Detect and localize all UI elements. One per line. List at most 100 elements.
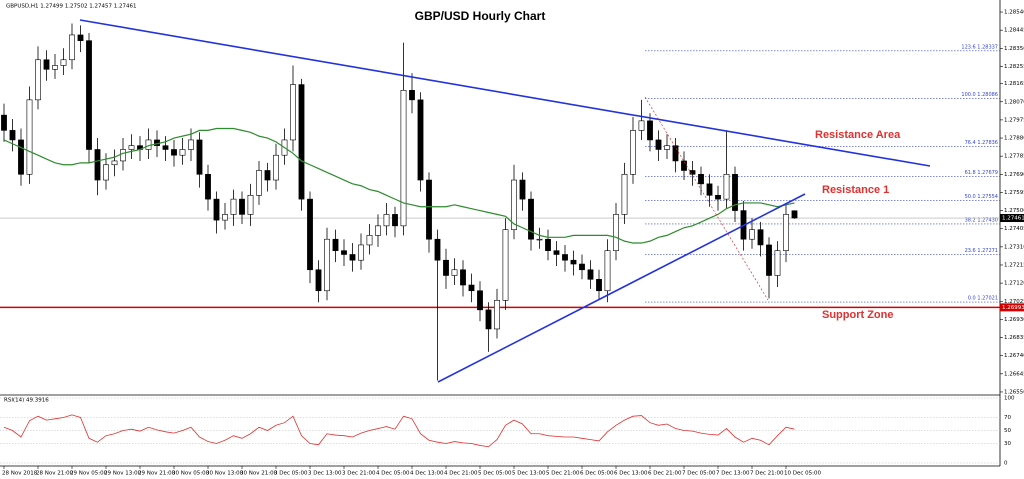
x-tick-label: 3 Dec 05:00 <box>274 471 308 477</box>
rsi-tick-label: 30 <box>1004 441 1011 447</box>
candle-body <box>732 174 738 211</box>
candle-body <box>681 160 687 171</box>
candle-body <box>205 174 211 200</box>
candle-body <box>638 120 645 131</box>
rsi-tick-label: 0 <box>1004 461 1008 467</box>
candle-body <box>341 250 347 255</box>
x-tick-label: 3 Dec 13:00 <box>308 471 342 477</box>
y-tick-label: 1.27975 <box>1004 117 1024 123</box>
rsi-line <box>3 414 795 448</box>
candle-body <box>86 40 92 150</box>
x-tick-label: 29 Nov 21:00 <box>138 471 176 477</box>
candle-body <box>230 198 237 215</box>
x-tick-label: 6 Dec 21:00 <box>648 471 682 477</box>
rsi-tick-label: 50 <box>1004 428 1011 434</box>
candle-body <box>307 198 313 271</box>
candle-body <box>179 149 186 156</box>
x-tick-label: 28 Nov 21:00 <box>36 471 74 477</box>
x-tick-label: 30 Nov 21:00 <box>240 471 278 477</box>
candle-body <box>162 145 169 150</box>
y-tick-label: 1.26740 <box>1004 353 1024 359</box>
symbol-info: GBPUSD,H1 1.27499 1.27502 1.27457 1.2746… <box>6 4 136 10</box>
candle-body <box>570 259 577 265</box>
y-tick-label: 1.27215 <box>1004 262 1024 268</box>
candle-body <box>723 174 730 200</box>
candle-body <box>18 139 24 175</box>
y-tick-label: 1.28350 <box>1004 46 1024 52</box>
x-tick-label: 7 Dec 13:00 <box>716 471 750 477</box>
x-tick-label: 29 Nov 05:00 <box>70 471 108 477</box>
candle-body <box>26 99 33 175</box>
y-tick-label: 1.26645 <box>1004 371 1024 377</box>
candle-body <box>409 90 415 101</box>
candle-body <box>247 195 254 215</box>
candle-body <box>426 179 432 240</box>
candle-body <box>366 235 373 246</box>
y-tick-label: 1.28070 <box>1004 99 1024 105</box>
annotation: Support Zone <box>822 309 894 321</box>
x-tick-label: 5 Dec 13:00 <box>512 471 546 477</box>
candle-body <box>689 170 696 175</box>
candle-body <box>528 198 534 240</box>
candle-body <box>545 238 551 251</box>
candle-body <box>1 114 7 131</box>
candle-body <box>188 139 194 150</box>
candle-body <box>485 309 492 330</box>
candle-body <box>460 269 466 286</box>
candle-body <box>494 300 500 330</box>
x-tick-label: 10 Dec 05:00 <box>784 471 821 477</box>
candle-body <box>392 214 398 227</box>
candle-body <box>196 139 203 175</box>
candle-body <box>562 254 568 261</box>
candle-body <box>9 130 16 141</box>
y-tick-label: 1.26835 <box>1004 335 1024 341</box>
candle-body <box>103 164 109 181</box>
candle-body <box>553 250 560 255</box>
candle-body <box>290 84 296 141</box>
candle-body <box>171 149 177 156</box>
x-tick-label: 5 Dec 21:00 <box>546 471 580 477</box>
candle-body <box>757 229 764 246</box>
candle-body <box>749 229 755 240</box>
candle-body <box>468 284 475 292</box>
candle-body <box>774 250 781 276</box>
y-tick-label: 1.28165 <box>1004 81 1024 87</box>
x-tick-label: 29 Nov 13:00 <box>104 471 142 477</box>
candle-body <box>111 160 118 166</box>
fib-label: 76.4 1.27836 <box>965 140 998 146</box>
x-tick-label: 6 Dec 05:00 <box>580 471 614 477</box>
candle-body <box>766 244 772 276</box>
candle-body <box>358 244 364 261</box>
y-tick-label: 1.27500 <box>1004 208 1024 214</box>
candle-body <box>213 198 220 221</box>
y-tick-label: 1.27120 <box>1004 281 1024 287</box>
y-tick-label: 1.27880 <box>1004 136 1024 142</box>
candle-body <box>222 214 228 221</box>
candle-body <box>604 250 611 292</box>
current-price-label: 1.27461 <box>1002 216 1024 222</box>
candle-body <box>383 214 390 227</box>
candle-body <box>477 290 483 311</box>
candle-body <box>706 183 713 196</box>
candle-body <box>783 214 789 251</box>
y-tick-label: 1.27405 <box>1004 226 1024 232</box>
y-tick-label: 1.26550 <box>1004 389 1024 395</box>
candle-body <box>613 214 619 251</box>
candle-body <box>239 198 245 215</box>
y-tick-label: 1.27595 <box>1004 190 1024 196</box>
x-tick-label: 4 Dec 21:00 <box>444 471 478 477</box>
candle-body <box>715 195 721 200</box>
candle-body <box>256 170 262 196</box>
rsi-tick-label: 100 <box>1004 396 1015 402</box>
x-tick-label: 6 Dec 13:00 <box>614 471 648 477</box>
candle-body <box>43 59 50 70</box>
candle-body <box>120 149 126 162</box>
candle-body <box>298 84 305 200</box>
candle-body <box>417 99 424 181</box>
candle-body <box>596 279 602 292</box>
fib-label: 0.0 1.27021 <box>968 296 998 302</box>
candle-body <box>315 269 322 292</box>
x-tick-label: 7 Dec 21:00 <box>750 471 784 477</box>
candle-body <box>375 225 381 236</box>
